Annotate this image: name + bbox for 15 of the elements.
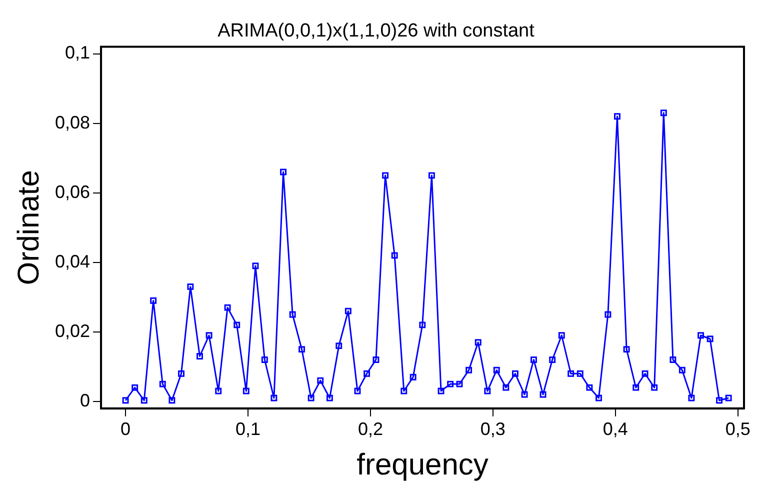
x-tick-label: 0,5 bbox=[725, 419, 750, 440]
y-axis-title: Ordinate bbox=[12, 170, 46, 286]
x-axis-title: frequency bbox=[356, 448, 488, 482]
x-tick-label: 0 bbox=[120, 419, 131, 440]
chart-title: ARIMA(0,0,1)x(1,1,0)26 with constant bbox=[218, 20, 536, 42]
x-tick-label: 0,4 bbox=[602, 419, 628, 440]
y-tick-label: 0,04 bbox=[54, 251, 90, 272]
x-tick-label: 0,1 bbox=[235, 419, 261, 440]
x-tick-label: 0,2 bbox=[358, 419, 383, 440]
y-tick-label: 0,02 bbox=[54, 320, 90, 341]
x-tick-label: 0,3 bbox=[480, 419, 506, 440]
y-tick-label: 0,1 bbox=[65, 42, 90, 63]
y-tick-label: 0,06 bbox=[54, 182, 90, 202]
y-tick-label: 0 bbox=[80, 390, 90, 410]
y-tick-label: 0,08 bbox=[54, 112, 90, 132]
